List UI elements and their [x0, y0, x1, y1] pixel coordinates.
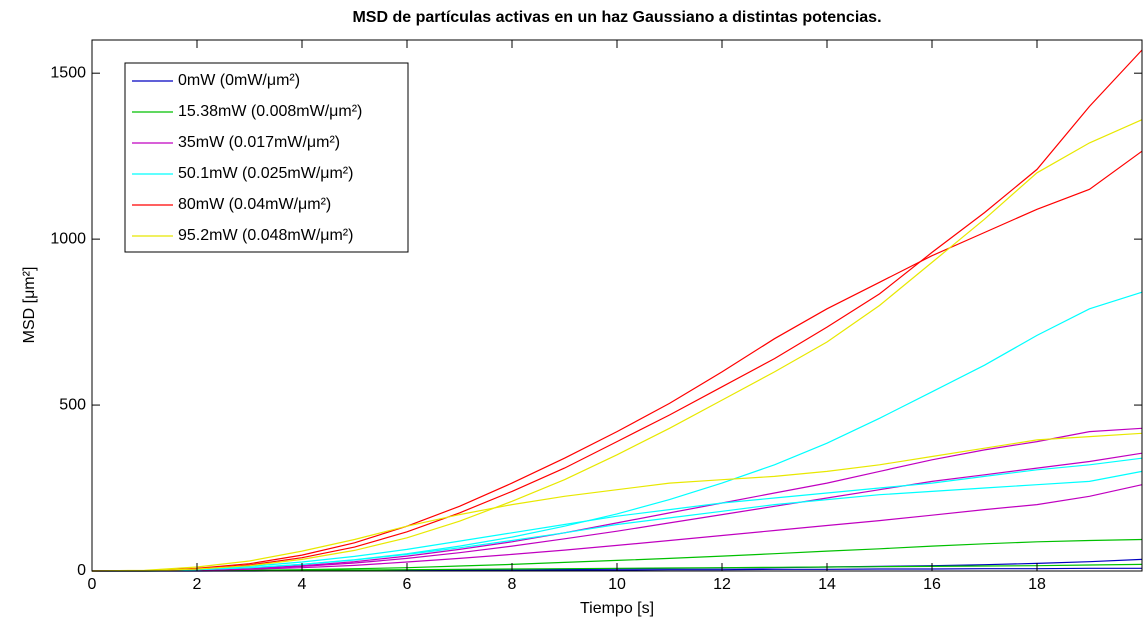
x-tick-label: 10	[608, 576, 626, 593]
x-tick-label: 4	[298, 576, 307, 593]
x-tick-label: 8	[508, 576, 517, 593]
chart-title: MSD de partículas activas en un haz Gaus…	[352, 9, 881, 26]
y-tick-label: 1000	[50, 230, 86, 247]
data-line	[91, 432, 1143, 572]
data-line	[91, 470, 1143, 572]
x-tick-label: 14	[818, 576, 836, 593]
legend-label: 0mW (0mW/μm²)	[178, 72, 300, 89]
y-tick-label: 0	[77, 562, 86, 579]
legend-label: 80mW (0.04mW/μm²)	[178, 196, 331, 213]
legend-box	[124, 62, 409, 253]
x-tick-label: 2	[193, 576, 202, 593]
x-tick-label: 12	[713, 576, 731, 593]
x-tick-label: 0	[88, 576, 97, 593]
data-line	[92, 484, 1143, 572]
data-line	[91, 150, 1143, 572]
data-line	[91, 119, 1143, 572]
legend-label: 95.2mW (0.048mW/μm²)	[178, 227, 353, 244]
y-axis-label: MSD [μm²]	[21, 267, 38, 344]
data-line	[91, 457, 1143, 572]
data-line	[91, 49, 1143, 572]
y-tick-label: 500	[59, 396, 86, 413]
legend-label: 15.38mW (0.008mW/μm²)	[178, 103, 362, 120]
legend-label: 35mW (0.017mW/μm²)	[178, 134, 340, 151]
x-axis-label: Tiempo [s]	[580, 600, 654, 617]
x-tick-label: 18	[1028, 576, 1046, 593]
x-tick-label: 6	[403, 576, 412, 593]
x-tick-label: 16	[923, 576, 941, 593]
y-tick-label: 1500	[50, 64, 86, 81]
legend-label: 50.1mW (0.025mW/μm²)	[178, 165, 353, 182]
data-line	[91, 452, 1143, 572]
